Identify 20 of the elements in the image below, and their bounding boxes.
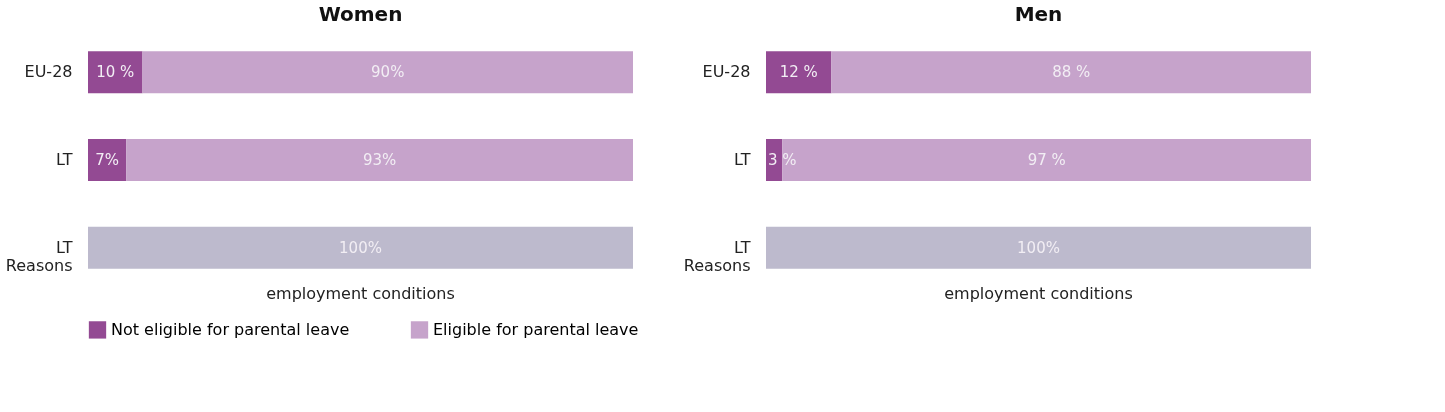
data-label: 7% xyxy=(95,151,119,169)
y-tick-label: LT Reasons xyxy=(5,237,73,275)
legend-label: Not eligible for parental leave xyxy=(111,319,350,339)
series-label: employment conditions xyxy=(266,283,455,303)
data-label: 10 % xyxy=(96,63,135,82)
y-tick-label: LT xyxy=(56,150,73,169)
y-tick-label: LT Reasons xyxy=(683,237,751,275)
data-label: 90% xyxy=(371,63,405,82)
chart-title: Women xyxy=(318,2,403,26)
data-label: 93% xyxy=(362,151,397,169)
data-label: 88 % xyxy=(1052,63,1091,82)
y-tick-label: LT xyxy=(734,150,751,169)
data-label: 12 % xyxy=(779,63,818,82)
legend-label: Eligible for parental leave xyxy=(433,319,639,339)
chart-title: Men xyxy=(1014,2,1063,26)
data-label: 97 % xyxy=(1027,151,1066,169)
y-tick-label: EU-28 xyxy=(24,62,73,82)
y-tick-label: EU-28 xyxy=(702,62,751,82)
series-label: employment conditions xyxy=(944,283,1133,303)
data-label: 3 % xyxy=(768,151,797,169)
